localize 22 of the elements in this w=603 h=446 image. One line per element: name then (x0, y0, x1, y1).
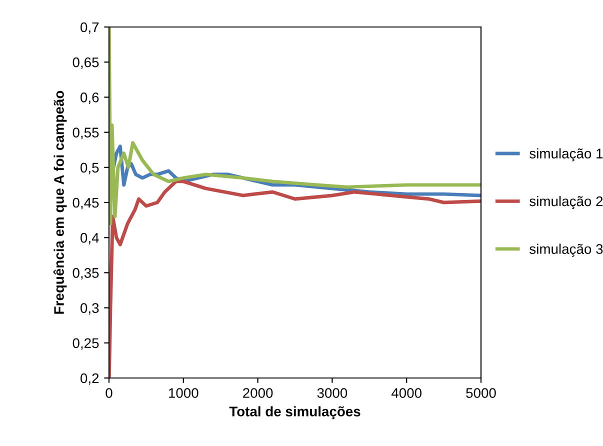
x-tick-label: 1000 (169, 388, 198, 398)
x-tick-label: 5000 (466, 388, 496, 398)
y-tick-label: 0,65 (72, 57, 99, 69)
x-tick-label: 2000 (243, 388, 273, 398)
y-tick-label: 0,3 (80, 303, 99, 315)
y-tick-label: 0,55 (72, 128, 99, 140)
x-tick-label: 3000 (317, 388, 348, 398)
y-tick-label: 0,35 (72, 268, 99, 280)
x-axis-title: Total de simulações (229, 406, 360, 420)
x-tick-label: 4000 (391, 388, 422, 398)
legend-label: simulação 2 (530, 196, 603, 210)
y-tick-label: 0,45 (72, 198, 99, 210)
y-tick-label: 0,25 (72, 338, 99, 350)
y-tick-label: 0,7 (80, 22, 99, 34)
x-tick-label: 0 (106, 388, 112, 398)
y-tick-label: 0,4 (80, 232, 99, 244)
y-tick-label: 0,2 (80, 373, 99, 385)
y-tick-label: 0,5 (80, 162, 99, 174)
legend-label: simulação 1 (530, 148, 603, 162)
y-tick-label: 0,6 (80, 92, 99, 104)
legend-label: simulação 3 (530, 244, 603, 257)
y-axis-title: Frequência em que A foi campeão (53, 90, 67, 314)
